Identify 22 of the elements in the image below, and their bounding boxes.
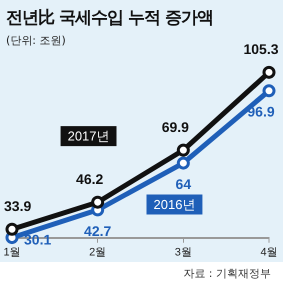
chart-subtitle: (단위: 조원) [6, 33, 66, 48]
text: 2017년 [68, 128, 110, 144]
x-tick-label: 3월 [174, 246, 192, 258]
data-label: 30.1 [24, 231, 52, 248]
text: 자료 : 기획재정부 [183, 266, 271, 281]
point [262, 66, 276, 79]
point [6, 222, 18, 236]
data-label: 46.2 [76, 171, 104, 188]
data-label: 64 [176, 176, 192, 192]
data-label: 33.9 [4, 198, 32, 214]
point [262, 84, 276, 98]
point [176, 144, 190, 157]
x-tick-label: 2월 [89, 246, 106, 258]
x-tick-label: 1월 [3, 246, 21, 258]
x-tick-label: 4월 [260, 246, 278, 258]
point [176, 156, 190, 170]
data-label: 69.9 [162, 118, 190, 135]
series-label: 2016년 [154, 197, 196, 212]
data-label: 105.3 [243, 41, 279, 58]
data-label: 42.7 [84, 222, 112, 239]
chart-title: 전년比 국세수입 누적 증가액 [6, 7, 213, 29]
point [91, 196, 104, 209]
